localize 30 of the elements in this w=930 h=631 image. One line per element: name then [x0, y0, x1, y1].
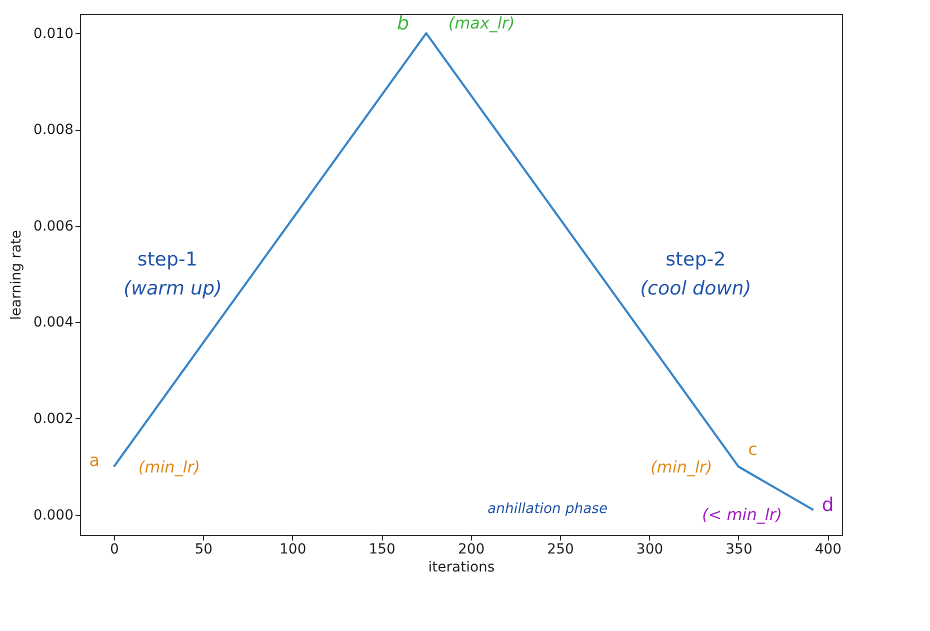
x-tick-label: 400: [814, 542, 842, 558]
y-tick-label: 0.004: [33, 314, 74, 331]
annotation: (warm up): [124, 277, 222, 300]
annotation: (min_lr): [650, 458, 712, 477]
x-tick-label: 50: [194, 542, 213, 558]
annotation: (< min_lr): [702, 504, 782, 524]
annotation: (min_lr): [138, 458, 200, 477]
y-tick-label: 0.002: [33, 410, 74, 427]
annotation: c: [748, 440, 758, 460]
annotation: a: [89, 450, 100, 471]
x-axis-title: iterations: [428, 560, 495, 576]
x-tick-label: 300: [636, 542, 664, 558]
y-tick-label: 0.010: [33, 26, 74, 42]
y-tick-label: 0.000: [33, 507, 74, 524]
x-tick-label: 250: [547, 542, 574, 558]
x-tick-label: 150: [368, 542, 396, 558]
annotation: (max_lr): [448, 14, 515, 33]
annotation: d: [822, 494, 834, 516]
x-tick-label: 350: [726, 542, 752, 558]
x-tick-label: 0: [110, 542, 119, 558]
x-tick-label: 100: [279, 542, 306, 558]
annotation: step-1: [137, 248, 198, 271]
annotation: b: [396, 12, 410, 35]
x-tick-label: 200: [458, 542, 485, 558]
y-tick-label: 0.008: [33, 122, 74, 138]
annotation: step-2: [666, 248, 726, 271]
annotation: (cool down): [640, 277, 752, 300]
y-tick-label: 0.006: [33, 218, 74, 234]
y-axis-title: learning rate: [8, 230, 24, 320]
annotation: anhillation phase: [488, 501, 608, 517]
